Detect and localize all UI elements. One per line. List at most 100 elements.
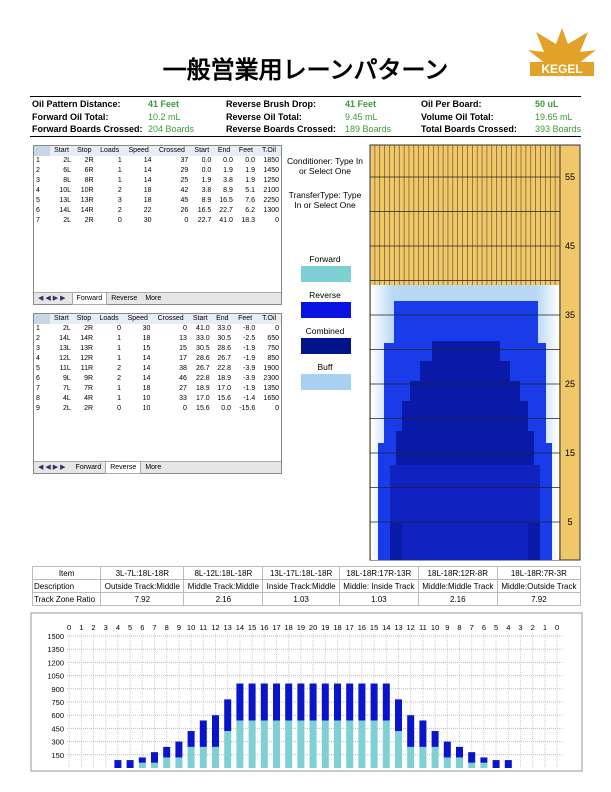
cell: 22.7 [219,207,233,214]
cell: 5.1 [245,187,255,194]
x-tick-label: 15 [248,623,256,632]
tab[interactable]: Forward [71,293,108,305]
cell: 13L [59,345,71,352]
x-tick-label: 1 [79,623,83,632]
cell: 2R [84,325,94,332]
logo-text: KEGEL [541,62,582,76]
track-zone-cell: 3L-7L:18L-18R [100,566,185,580]
column-header: Crossed [152,314,189,324]
pattern-row: 5 13L 13R 3 18 45 8.9 16.5 7.6 2250 [34,196,281,206]
x-tick-label: 11 [419,623,427,632]
tab[interactable]: Reverse [105,462,142,474]
tab[interactable]: More [145,464,162,471]
x-tick-label: 11 [199,623,207,632]
bar-segment [224,731,232,768]
rule [30,96,581,97]
cell: 14 [143,157,152,164]
pattern-row: 1 2L 2R 1 14 37 0.0 0.0 0.0 1850 [34,156,281,166]
lane-tick-label: 15 [565,448,575,458]
x-tick-label: 3 [104,623,108,632]
cell: 29 [180,167,189,174]
cell: 15.6 [196,405,210,412]
cell: 14 [143,167,152,174]
bar-segment [407,715,415,747]
cell: -3.9 [243,365,256,372]
cell: 0.0 [221,405,232,412]
x-tick-label: 19 [321,623,329,632]
track-zone-description: Description Outside Track:Middle Middle Tr… [31,579,582,593]
cell: 41.0 [219,217,233,224]
cell: 28.6 [196,355,210,362]
bar-segment [199,720,207,747]
x-tick-label: 15 [370,623,378,632]
x-tick-label: 7 [152,623,156,632]
pattern-row: 9 2L 2R 0 10 0 15.6 0.0 -15.6 0 [34,404,281,414]
cell: 7L [62,385,71,392]
cell: 14 [142,365,151,372]
cell: 14L [59,207,72,214]
cell: 2 [117,375,122,382]
x-tick-label: 5 [494,623,498,632]
bar-segment [443,757,451,768]
cell: 0.0 [201,157,212,164]
x-tick-label: 13 [224,623,232,632]
x-tick-label: 0 [555,623,559,632]
corner-cell [34,146,50,156]
tab[interactable]: Forward [75,464,102,471]
track-zone-cell: 1.03 [338,592,419,606]
cell: 3 [117,197,122,204]
tab[interactable]: Reverse [111,295,138,302]
cell: 8.9 [201,197,212,204]
ruler [559,144,581,561]
cell: 30.5 [196,345,210,352]
header-row: Start Stop Loads Speed Crossed Start End Feet T.… [34,146,281,156]
tab[interactable]: More [145,295,162,302]
cell: 1.9 [245,177,255,184]
track-zone-table: Item 3L-7L:18L-18R 8L-12L:18L-18R 13L-17L:1… [31,566,582,606]
cell: 26 [180,207,189,214]
cell: 7.6 [245,197,255,204]
cell: 1 [117,335,122,342]
cell: 850 [267,355,279,362]
y-tick-label: 1200 [47,658,64,667]
cell: -1.9 [243,355,256,362]
x-tick-label: 8 [165,623,169,632]
bar-segment [431,731,439,747]
cell: 18 [143,197,152,204]
bar-segment [199,746,207,768]
column-header: Start [190,146,214,156]
cell: 7R [84,385,94,392]
cell: 2R [84,217,94,224]
cell: 45 [180,197,189,204]
cell: 42 [180,187,189,194]
lane-graphic: 55 45 35 25 15 5 [369,144,581,561]
rule [30,136,581,137]
cell: -1.4 [243,395,256,402]
bar-segment [456,757,463,768]
info-value: 393 Boards [535,124,582,134]
info-value: 10.2 mL [148,111,181,122]
info-label: Volume Oil Total: [421,111,494,122]
bar-segment [212,746,219,768]
cell: 18.9 [196,385,210,392]
bar-segment [163,757,171,768]
row-number: 4 [36,187,40,194]
cell: 1 [117,177,122,184]
track-zone-cell: 1.03 [262,592,340,606]
column-header: T.Oil [256,146,281,156]
y-tick-label: 150 [51,751,64,760]
row-number: 7 [36,217,40,224]
cell: -3.9 [243,375,256,382]
info-value: 189 Boards [345,124,392,134]
cell: 0 [184,217,189,224]
cell: 18 [142,335,151,342]
track-zone-cell: 13L-17L:18L-18R [262,566,340,580]
x-tick-label: 10 [431,623,439,632]
column-header: Loads [95,314,124,324]
cell: 2L [62,405,71,412]
column-header: Feet [233,314,258,324]
cell: 12L [59,355,71,362]
track-zone-cell: 18L-18R:7R-3R [496,566,582,580]
bar-segment [382,683,390,721]
